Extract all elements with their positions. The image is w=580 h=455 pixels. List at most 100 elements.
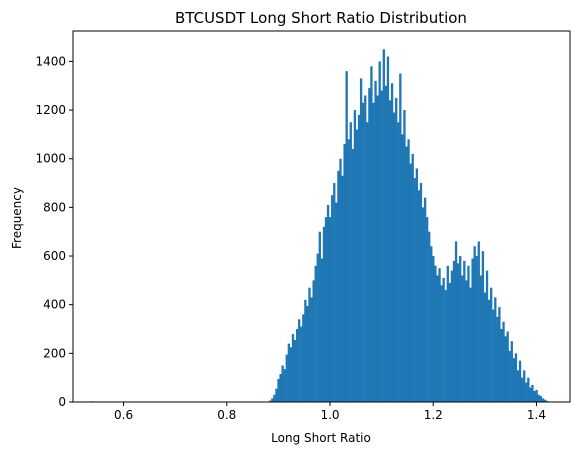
histogram-bar <box>527 377 530 402</box>
x-tick-label: 1.0 <box>320 408 339 422</box>
histogram-bar <box>316 253 319 402</box>
histogram-bar <box>504 336 507 402</box>
histogram-bar <box>341 175 344 402</box>
histogram-bar <box>498 307 501 402</box>
histogram-bar <box>326 204 330 402</box>
histogram-bar <box>359 78 363 402</box>
histogram-bar <box>304 299 307 402</box>
histogram-bar <box>324 217 328 402</box>
histogram-bar <box>392 112 396 402</box>
histogram-bar <box>448 282 452 402</box>
histogram-bar <box>405 146 408 402</box>
y-tick-label: 200 <box>43 346 66 360</box>
histogram-bar <box>339 158 342 402</box>
histogram-bar <box>508 350 511 402</box>
histogram-bar <box>322 226 326 402</box>
histogram-bar <box>471 258 474 402</box>
histogram-bar <box>295 329 299 402</box>
histogram-bar <box>388 100 392 402</box>
histogram-bar <box>523 370 526 402</box>
histogram-bar <box>397 122 400 402</box>
y-tick-label: 0 <box>58 395 66 409</box>
x-tick-label: 1.2 <box>424 408 443 422</box>
histogram-bar <box>496 316 499 402</box>
histogram-bar <box>343 144 346 402</box>
histogram-bar <box>384 85 388 403</box>
plot-axes <box>72 30 571 403</box>
histogram-bar <box>302 314 305 402</box>
histogram-bar <box>271 398 274 402</box>
histogram-bar <box>450 270 454 402</box>
histogram-bar <box>353 110 357 402</box>
histogram-bar <box>533 391 536 402</box>
histogram-bar <box>487 299 491 402</box>
histogram-bar <box>298 319 301 402</box>
histogram-bar <box>430 246 433 402</box>
histogram-bar <box>335 202 338 402</box>
histogram-bar <box>461 275 464 402</box>
histogram-bar <box>473 246 476 402</box>
histogram-bar <box>537 394 540 402</box>
histogram-bar <box>287 343 291 402</box>
histogram-bar <box>293 339 297 402</box>
histogram-bar <box>306 305 309 402</box>
histogram-bar <box>300 326 303 402</box>
histogram-bar <box>380 90 383 402</box>
y-axis-label: Frequency <box>10 187 24 249</box>
histogram-bar <box>541 398 544 402</box>
histogram-bar <box>494 297 497 402</box>
x-axis-label: Long Short Ratio <box>271 431 371 445</box>
histogram-bar <box>281 365 284 402</box>
histogram-bar <box>514 353 518 402</box>
histogram-bar <box>421 207 425 402</box>
histogram-bar <box>273 394 276 402</box>
x-tick-label: 1.4 <box>527 408 546 422</box>
histogram-bar <box>531 384 534 402</box>
histogram-bar <box>349 122 352 402</box>
histogram-bar <box>419 183 423 402</box>
histogram-bar <box>333 183 336 402</box>
histogram-bar <box>401 134 404 402</box>
chart-title: BTCUSDT Long Short Ratio Distribution <box>175 9 467 27</box>
histogram-bar <box>516 370 520 402</box>
histogram-bar <box>520 377 524 402</box>
histogram-bar <box>446 265 449 402</box>
histogram-bar <box>370 66 373 402</box>
histogram-bar <box>390 83 394 403</box>
histogram-bar <box>308 287 311 402</box>
histogram-bar <box>432 256 435 402</box>
histogram-bar <box>368 88 371 403</box>
histogram-bar <box>469 287 472 402</box>
histogram-bar <box>428 231 431 402</box>
histogram-bar <box>382 49 385 402</box>
histogram-bar <box>463 260 466 402</box>
y-axis-ticks: 0 200 400 600 800 1000 1200 1400 <box>35 54 73 409</box>
histogram-bar <box>506 331 509 402</box>
histogram-bar <box>500 329 503 402</box>
histogram-bar <box>269 400 272 402</box>
histogram-bar <box>467 265 470 402</box>
histogram-bar <box>423 197 427 402</box>
histogram-bar <box>479 275 482 402</box>
histogram-bar <box>291 333 295 402</box>
histogram-bar <box>372 102 375 403</box>
histogram-bar <box>529 387 532 402</box>
histogram-bar <box>525 382 528 402</box>
histogram-bar <box>357 114 361 403</box>
histogram-bar <box>413 178 416 402</box>
histogram-bar <box>436 275 439 402</box>
histogram-bar <box>539 395 542 402</box>
histogram-bar <box>475 256 478 402</box>
histogram-bar <box>490 287 493 402</box>
histogram-bar <box>485 270 489 402</box>
histogram-bar <box>440 285 443 402</box>
histogram-bar <box>456 263 460 402</box>
histogram-bar <box>289 347 293 402</box>
histogram-bar <box>477 241 480 402</box>
histogram-bar <box>518 360 522 402</box>
histogram-bar <box>512 358 516 402</box>
histogram-bar <box>328 217 332 402</box>
histogram-bar <box>310 297 313 402</box>
histogram-bar <box>366 122 369 402</box>
